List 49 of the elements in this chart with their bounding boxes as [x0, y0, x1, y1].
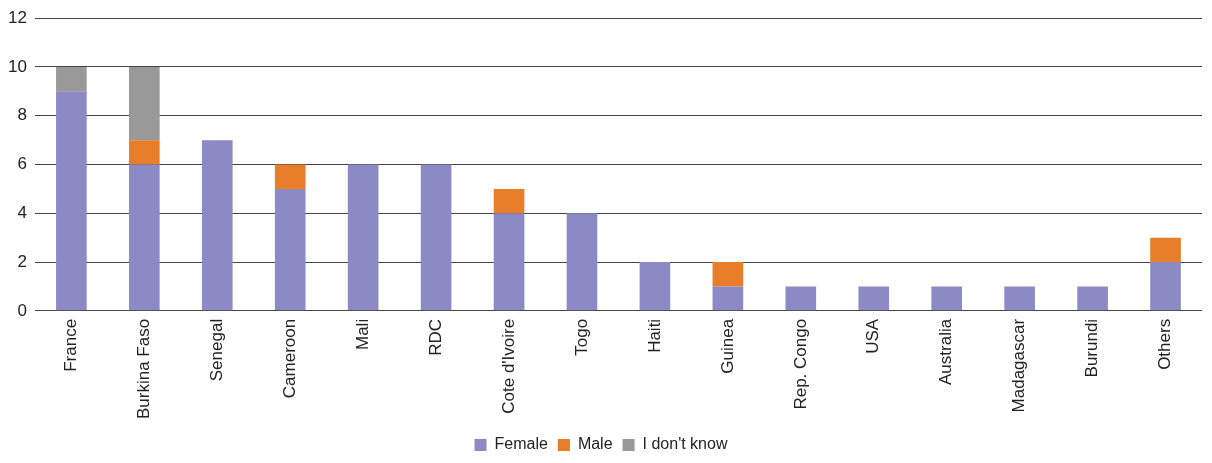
bar [931, 286, 963, 311]
legend-label: Female [494, 435, 548, 453]
bar [129, 140, 160, 165]
x-tick-label: France [61, 318, 81, 372]
x-tick-label: Cameroon [279, 318, 299, 399]
bar [1150, 262, 1181, 311]
x-tick-label: Burundi [1082, 318, 1102, 378]
bar [56, 91, 87, 311]
bar [129, 66, 160, 141]
x-tick-label: RDC [425, 318, 445, 356]
bar [274, 164, 306, 189]
bar [858, 286, 890, 311]
x-tick-label: Senegal [206, 318, 226, 382]
y-tick-label: 6 [17, 154, 27, 174]
x-tick-label: Haiti [644, 318, 664, 353]
bar [420, 164, 452, 311]
bar [712, 286, 744, 311]
x-tick-label: Mali [352, 318, 372, 351]
bar [566, 213, 598, 311]
bar [712, 262, 744, 287]
legend-label: Male [577, 435, 613, 453]
bar [1077, 286, 1108, 311]
y-tick-label: 8 [17, 105, 27, 125]
x-tick-label: Togo [571, 318, 591, 356]
bar [639, 262, 671, 311]
bar [785, 286, 817, 311]
bar [201, 140, 233, 311]
x-tick-label: USA [863, 318, 883, 354]
x-tick-label: Others [1155, 318, 1175, 370]
y-tick-label: 10 [7, 56, 27, 76]
bar [493, 213, 525, 311]
x-tick-label: Burkina Faso [134, 318, 154, 420]
x-tick-label: Madagascar [1009, 318, 1029, 413]
x-tick-label: Cote d'Ivoire [498, 318, 518, 414]
bar [1150, 237, 1181, 263]
y-tick-label: 12 [7, 7, 27, 27]
x-tick-label: Australia [936, 318, 956, 385]
bar [347, 164, 379, 311]
bar [129, 164, 160, 311]
bar [56, 66, 87, 92]
legend-label: I don't know [642, 435, 728, 453]
y-tick-label: 4 [17, 202, 27, 222]
bar [274, 188, 306, 311]
bar [493, 188, 525, 214]
x-tick-label: Guinea [717, 318, 737, 374]
y-tick-label: 2 [17, 251, 27, 271]
y-tick-label: 0 [17, 300, 27, 320]
x-tick-label: Rep. Congo [790, 318, 810, 410]
bar [1004, 286, 1035, 311]
